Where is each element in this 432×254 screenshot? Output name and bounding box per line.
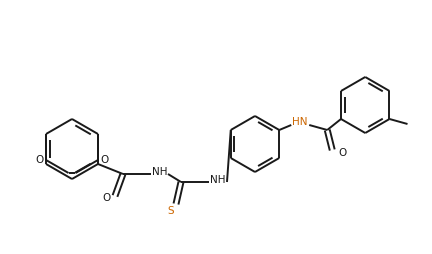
Text: NH: NH xyxy=(210,175,226,185)
Text: HN: HN xyxy=(292,117,308,127)
Text: S: S xyxy=(168,206,174,216)
Text: NH: NH xyxy=(152,167,168,177)
Text: O: O xyxy=(35,155,43,165)
Text: O: O xyxy=(338,148,346,158)
Text: O: O xyxy=(103,193,111,203)
Text: O: O xyxy=(101,155,109,165)
